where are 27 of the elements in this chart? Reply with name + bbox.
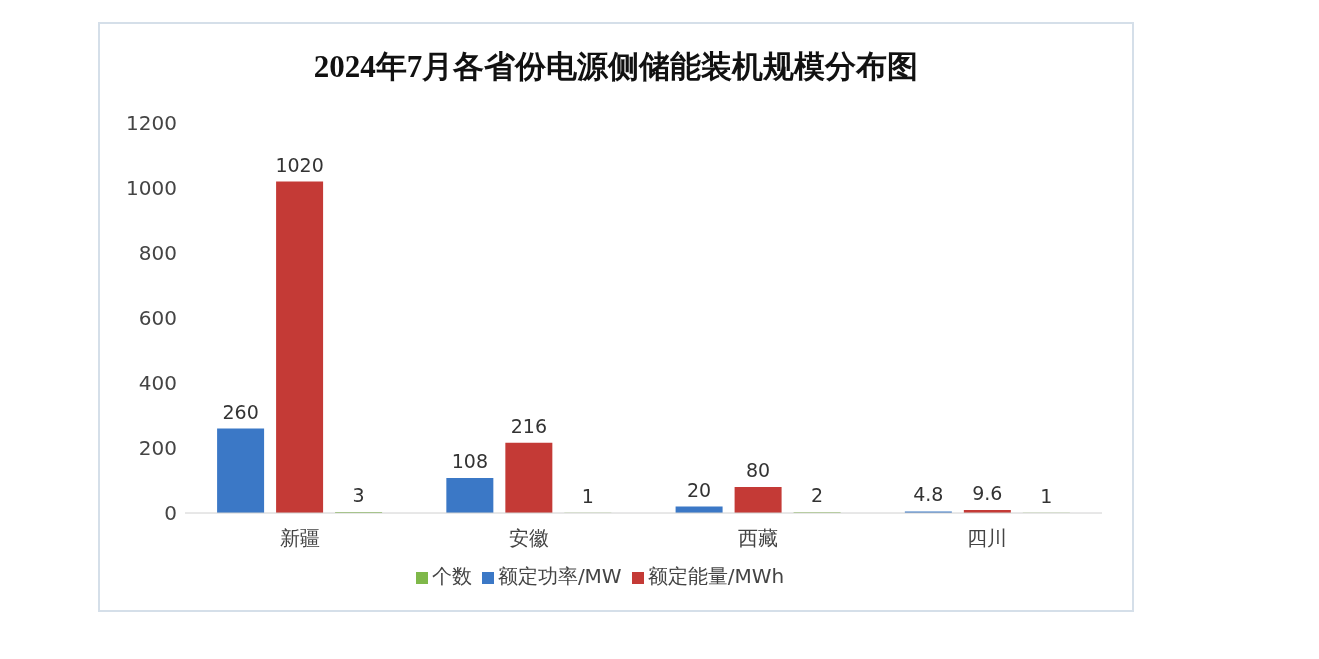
y-tick-label: 600 (138, 306, 177, 331)
data-label: 1020 (275, 153, 324, 176)
data-label: 4.8 (913, 483, 944, 506)
chart-title: 2024年7月各省份电源侧储能装机规模分布图 (312, 48, 920, 86)
y-tick-label: 1200 (126, 111, 177, 136)
data-label: 2 (811, 484, 824, 507)
y-tick-label: 0 (164, 501, 177, 526)
legend-label: 个数 (431, 564, 472, 588)
data-label: 20 (687, 478, 712, 501)
x-tick-label: 安徽 (508, 526, 549, 551)
y-tick-label: 800 (138, 241, 177, 266)
data-label: 3 (352, 484, 365, 507)
data-label: 80 (746, 459, 771, 481)
x-tick-label: 西藏 (738, 526, 779, 551)
x-tick-label: 四川 (967, 526, 1008, 551)
legend-label: 额定功率/MW (497, 564, 622, 588)
data-label: 9.6 (972, 481, 1003, 504)
y-tick-label: 400 (138, 371, 177, 396)
data-label: 260 (222, 400, 259, 423)
data-label: 108 (451, 449, 488, 472)
data-label: 1 (1040, 484, 1053, 507)
legend-label: 额定能量/MWh (647, 564, 785, 588)
data-label: 1 (581, 484, 594, 507)
data-label: 216 (510, 414, 547, 437)
x-tick-label: 新疆 (279, 526, 320, 551)
y-tick-label: 1000 (126, 176, 177, 201)
y-tick-label: 200 (138, 436, 177, 461)
